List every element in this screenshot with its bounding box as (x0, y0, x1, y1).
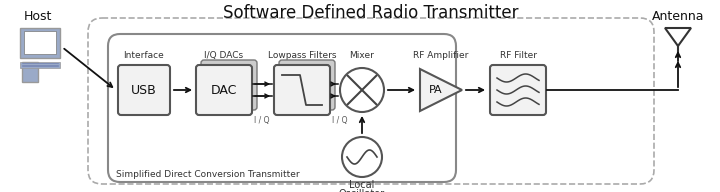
Text: Oscillator: Oscillator (339, 189, 385, 192)
Text: USB: USB (131, 84, 157, 97)
FancyBboxPatch shape (22, 62, 38, 82)
FancyBboxPatch shape (20, 28, 60, 58)
Text: RF Filter: RF Filter (500, 51, 536, 60)
FancyBboxPatch shape (118, 65, 170, 115)
Text: Antenna: Antenna (652, 10, 704, 23)
Text: PA: PA (429, 85, 443, 95)
Text: Local: Local (349, 180, 374, 190)
Text: Interface: Interface (124, 51, 164, 60)
Text: I / Q: I / Q (254, 116, 269, 125)
FancyBboxPatch shape (490, 65, 546, 115)
Text: Mixer: Mixer (350, 51, 374, 60)
FancyBboxPatch shape (20, 62, 60, 68)
Text: Software Defined Radio Transmitter: Software Defined Radio Transmitter (223, 4, 518, 22)
FancyBboxPatch shape (201, 60, 257, 110)
Circle shape (342, 137, 382, 177)
Text: RF Amplifier: RF Amplifier (413, 51, 469, 60)
Text: Lowpass Filters: Lowpass Filters (268, 51, 336, 60)
Polygon shape (420, 69, 462, 111)
FancyBboxPatch shape (24, 31, 56, 54)
Circle shape (340, 68, 384, 112)
Text: I/Q DACs: I/Q DACs (204, 51, 243, 60)
Text: I / Q: I / Q (332, 116, 348, 125)
FancyBboxPatch shape (196, 65, 252, 115)
Text: DAC: DAC (211, 84, 237, 97)
FancyBboxPatch shape (279, 60, 335, 110)
Text: Host: Host (24, 10, 52, 23)
Text: Simplified Direct Conversion Transmitter: Simplified Direct Conversion Transmitter (116, 170, 300, 179)
FancyBboxPatch shape (274, 65, 330, 115)
